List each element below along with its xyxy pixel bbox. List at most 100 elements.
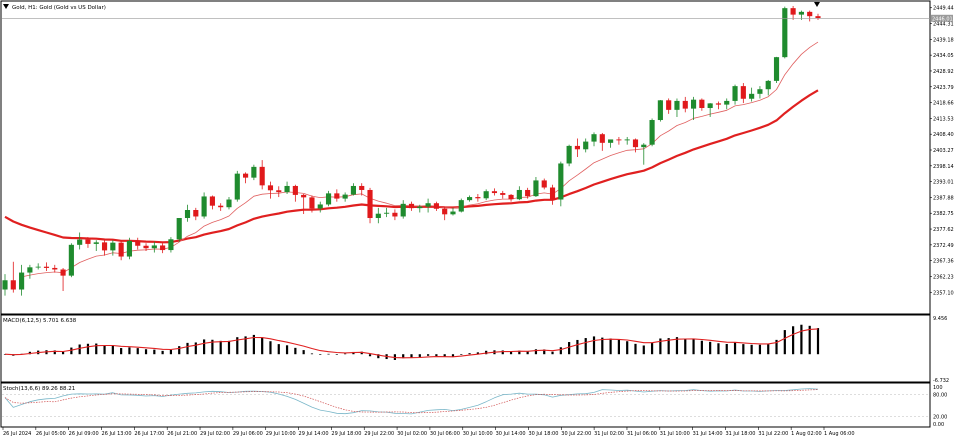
macd-bar — [534, 349, 538, 355]
candle — [27, 264, 33, 279]
candle-body — [516, 189, 522, 200]
candle — [168, 237, 174, 253]
candle — [666, 98, 672, 114]
candle-body — [143, 245, 149, 249]
candle — [782, 6, 788, 59]
candle-body — [558, 163, 564, 200]
candle-body — [10, 280, 16, 290]
candle-body — [151, 245, 157, 249]
candle — [77, 232, 83, 250]
candle — [135, 237, 141, 250]
macd-bar — [236, 337, 239, 355]
candle — [19, 264, 25, 296]
candle-body — [666, 100, 672, 110]
macd-bar — [700, 340, 703, 355]
candle — [765, 79, 771, 96]
candle — [425, 198, 431, 213]
candle — [566, 144, 572, 167]
macd-bar — [103, 345, 106, 355]
candle — [608, 139, 614, 148]
candle — [193, 207, 199, 221]
candle — [500, 190, 506, 199]
candle-body — [135, 240, 141, 246]
macd-bar — [153, 349, 156, 355]
macd-bar — [285, 345, 289, 355]
time-tick-label: 29 Jul 22:00 — [364, 431, 394, 437]
macd-bar — [169, 349, 173, 355]
price-tick-label: 2367.36 — [933, 259, 954, 265]
candle — [151, 241, 157, 253]
macd-bar — [86, 343, 90, 355]
candle — [599, 132, 605, 151]
price-tick-label: 2444.31 — [933, 22, 954, 28]
macd-bar — [675, 337, 679, 355]
stoch-main-line — [4, 388, 819, 415]
macd-bar — [111, 345, 114, 355]
candle — [276, 186, 282, 198]
candle-body — [574, 145, 580, 150]
candle — [85, 237, 91, 248]
macd-bar — [418, 354, 421, 357]
candle-body — [276, 190, 282, 193]
candle — [209, 195, 215, 210]
candle-body — [450, 211, 456, 215]
macd-label: MACD(6,12,5) 5.701 6.638 — [3, 318, 77, 324]
candle-body — [301, 194, 307, 198]
time-tick-label: 31 Jul 22:00 — [758, 431, 788, 437]
candle — [93, 240, 99, 251]
candle — [334, 189, 340, 202]
macd-bar — [559, 347, 562, 355]
candle-body — [118, 242, 124, 257]
candle-body — [475, 197, 481, 199]
macd-bar — [426, 354, 430, 356]
macd-bar — [410, 354, 413, 358]
candle-body — [491, 191, 498, 194]
candle-body — [707, 103, 713, 109]
candle — [417, 204, 423, 213]
macd-bar — [601, 337, 604, 355]
macd-bar — [518, 350, 521, 355]
candle-body — [60, 269, 66, 276]
candle — [732, 84, 738, 105]
macd-bar — [667, 338, 670, 355]
candle — [491, 188, 498, 196]
candle — [384, 207, 390, 218]
one-click-trading-icon[interactable] — [3, 4, 9, 9]
candle — [483, 189, 489, 201]
price-tick-label: 2434.05 — [933, 53, 954, 59]
macd-signal-line — [4, 328, 819, 359]
candle — [234, 170, 240, 202]
candle-body — [226, 199, 232, 208]
macd-bar — [742, 344, 745, 355]
candle-body — [43, 266, 50, 268]
macd-bar — [61, 351, 65, 355]
macd-bar — [526, 351, 529, 355]
candle — [2, 274, 8, 296]
candle — [176, 218, 182, 242]
time-tick-label: 30 Jul 22:00 — [561, 431, 591, 437]
candle-body — [732, 86, 738, 101]
macd-bar — [460, 354, 463, 355]
candle — [60, 267, 66, 292]
price-tick-label: 2372.49 — [933, 243, 954, 249]
candle-body — [234, 173, 240, 200]
candle — [267, 181, 274, 199]
macd-bar — [344, 353, 347, 355]
candle-body — [757, 89, 763, 94]
stoch-tick-label: 0.00 — [933, 422, 944, 428]
candle — [101, 240, 108, 256]
macd-panel-frame — [0, 314, 931, 383]
candle-body — [649, 120, 655, 145]
macd-bar — [642, 345, 645, 355]
candle — [450, 207, 456, 216]
current-price-tag — [931, 14, 953, 22]
candle-body — [608, 139, 614, 143]
candle-body — [624, 139, 630, 141]
candle-body — [508, 194, 514, 200]
candle-body — [566, 145, 572, 164]
macd-bar — [783, 330, 786, 355]
time-tick-label: 26 Jul 05:00 — [36, 431, 66, 437]
macd-bar — [377, 354, 380, 359]
